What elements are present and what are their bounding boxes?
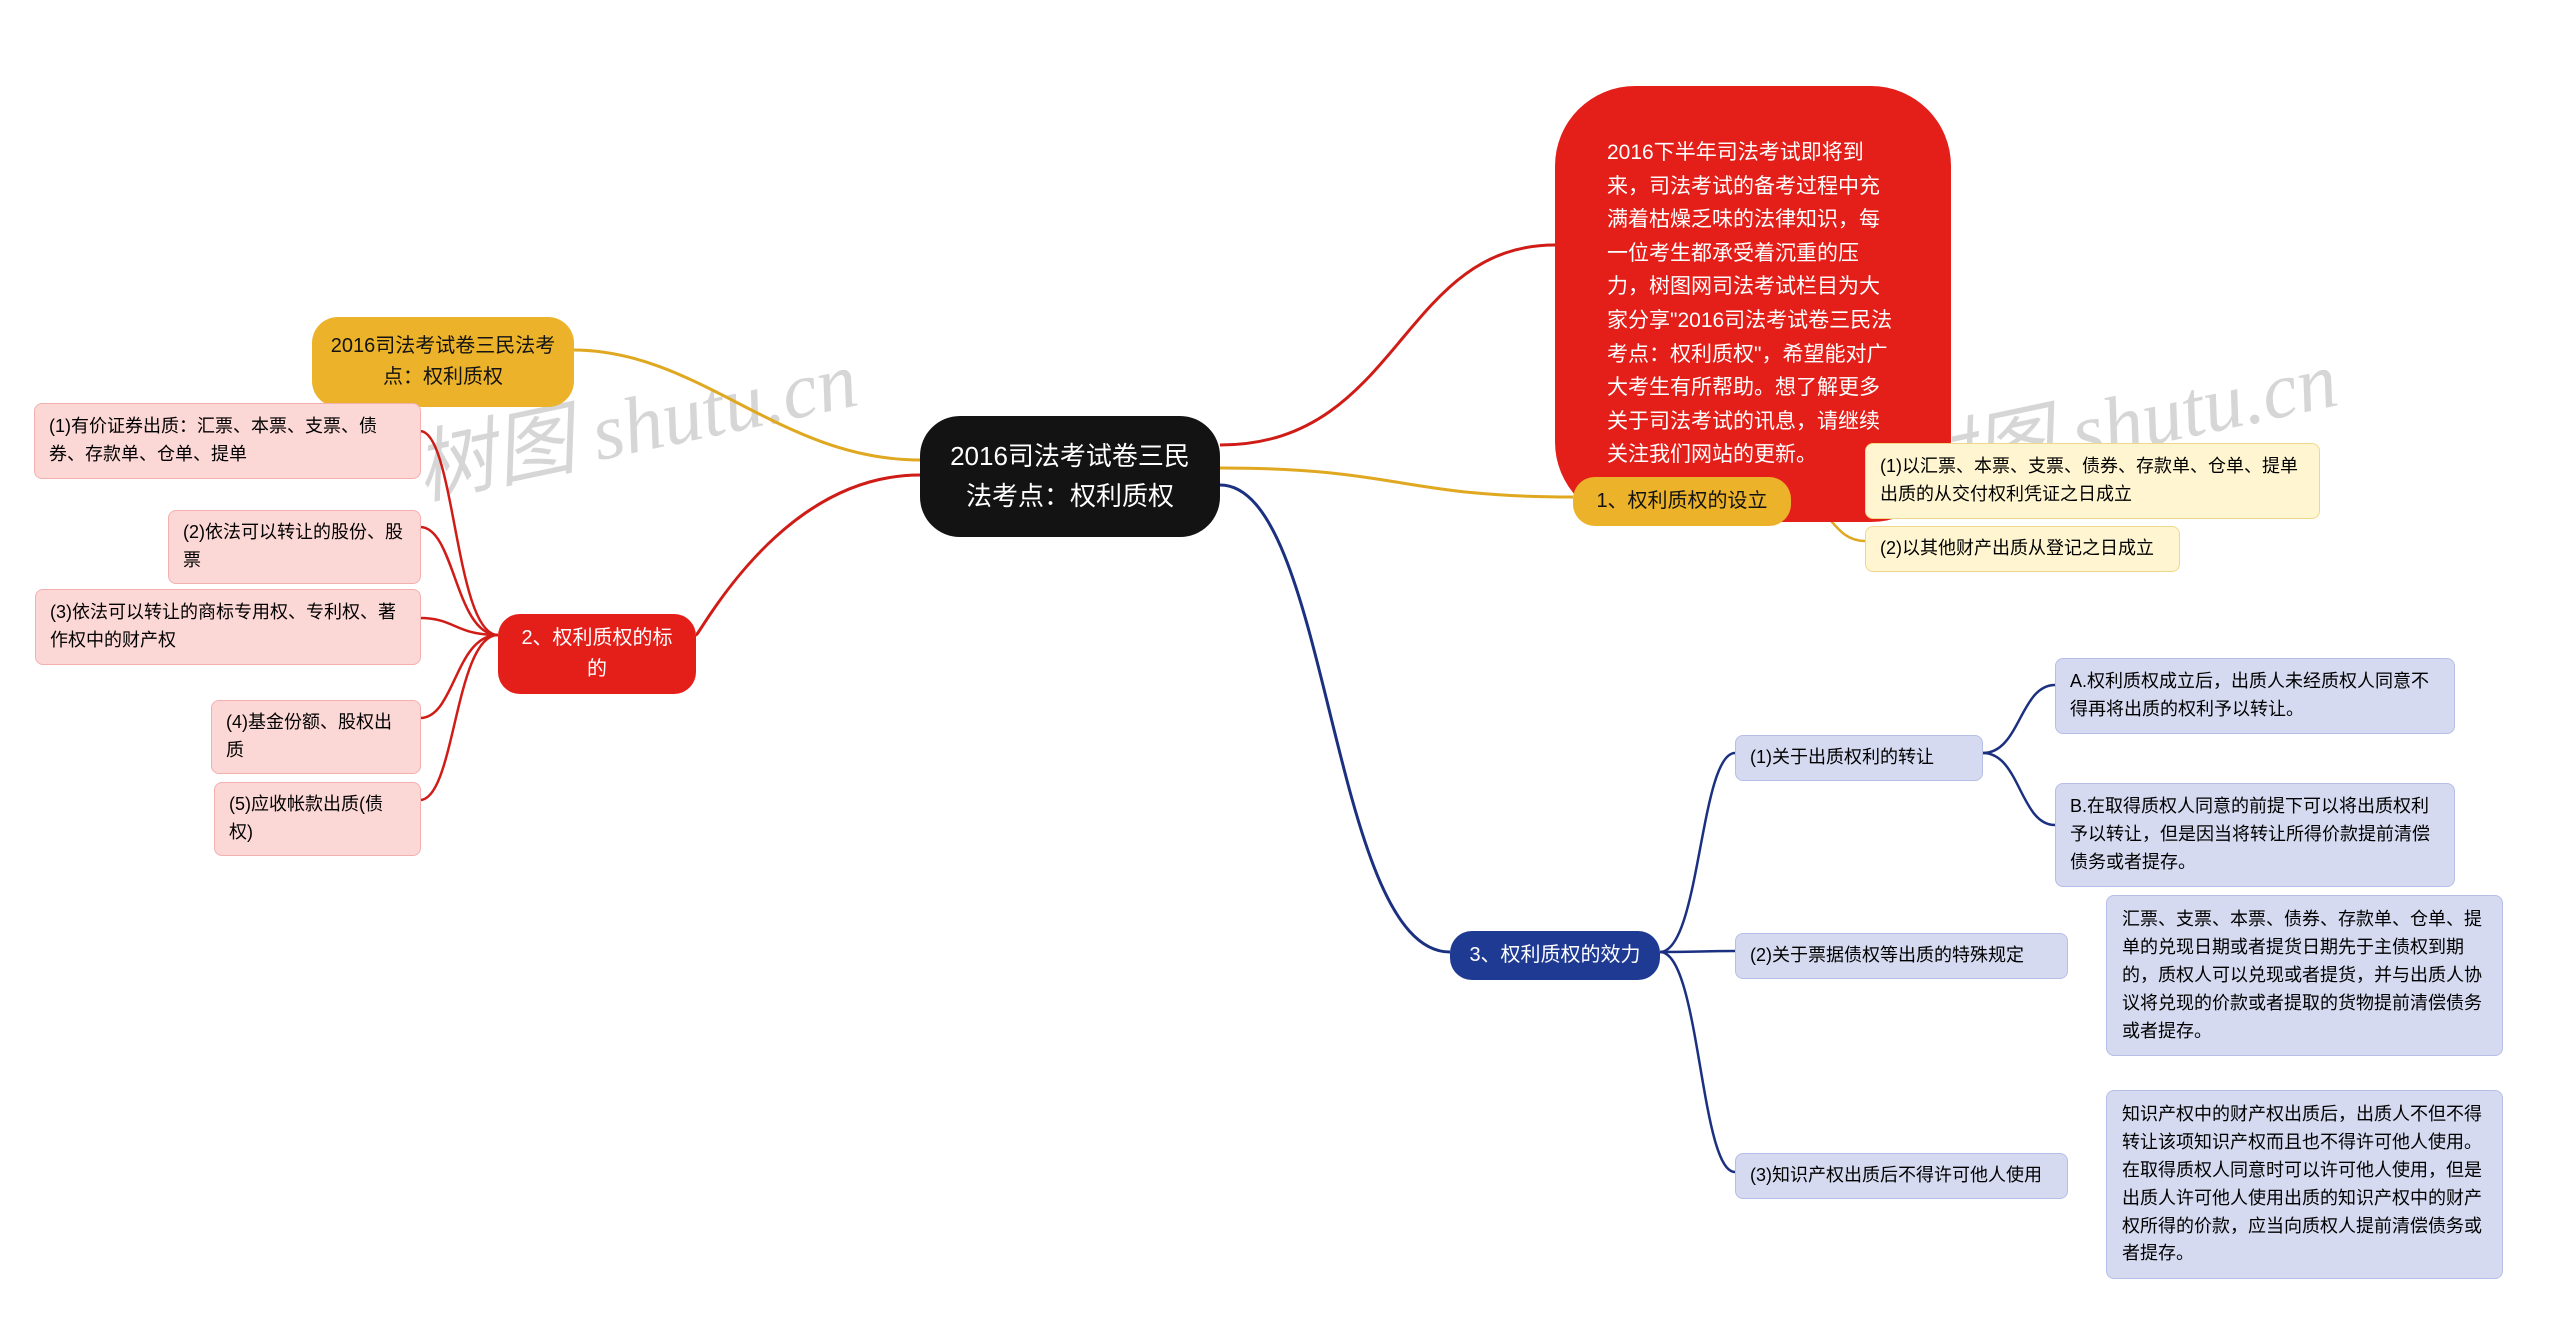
branch-2-child-2[interactable]: (2)依法可以转让的股份、股票 [168, 510, 421, 584]
branch-1[interactable]: 1、权利质权的设立 [1573, 477, 1791, 526]
branch-3-child-2[interactable]: (2)关于票据债权等出质的特殊规定 [1735, 933, 2068, 979]
branch-2-child-3[interactable]: (3)依法可以转让的商标专用权、专利权、著作权中的财产权 [35, 589, 421, 665]
branch-3-child-1-a[interactable]: A.权利质权成立后，出质人未经质权人同意不得再将出质的权利予以转让。 [2055, 658, 2455, 734]
branch-2-child-5[interactable]: (5)应收帐款出质(债权) [214, 782, 421, 856]
branch-3-child-1-b[interactable]: B.在取得质权人同意的前提下可以将出质权利予以转让，但是因当将转让所得价款提前清… [2055, 783, 2455, 887]
branch-2[interactable]: 2、权利质权的标的 [498, 614, 696, 694]
branch-2-child-1[interactable]: (1)有价证券出质：汇票、本票、支票、债券、存款单、仓单、提单 [34, 403, 421, 479]
branch-3-child-3-detail[interactable]: 知识产权中的财产权出质后，出质人不但不得转让该项知识产权而且也不得许可他人使用。… [2106, 1090, 2503, 1279]
branch-1-child-1[interactable]: (1)以汇票、本票、支票、债券、存款单、仓单、提单 出质的从交付权利凭证之日成立 [1865, 443, 2320, 519]
branch-3-child-3[interactable]: (3)知识产权出质后不得许可他人使用 [1735, 1153, 2068, 1199]
branch-3[interactable]: 3、权利质权的效力 [1450, 931, 1660, 980]
branch-3-child-2-detail[interactable]: 汇票、支票、本票、债券、存款单、仓单、提单的兑现日期或者提货日期先于主债权到期的… [2106, 895, 2503, 1056]
branch-2-child-4[interactable]: (4)基金份额、股权出质 [211, 700, 421, 774]
intro-left[interactable]: 2016司法考试卷三民法考点：权利质权 [312, 317, 574, 407]
root-node[interactable]: 2016司法考试卷三民法考点：权利质权 [920, 416, 1220, 537]
branch-1-child-2[interactable]: (2)以其他财产出质从登记之日成立 [1865, 526, 2180, 572]
branch-3-child-1[interactable]: (1)关于出质权利的转让 [1735, 735, 1983, 781]
